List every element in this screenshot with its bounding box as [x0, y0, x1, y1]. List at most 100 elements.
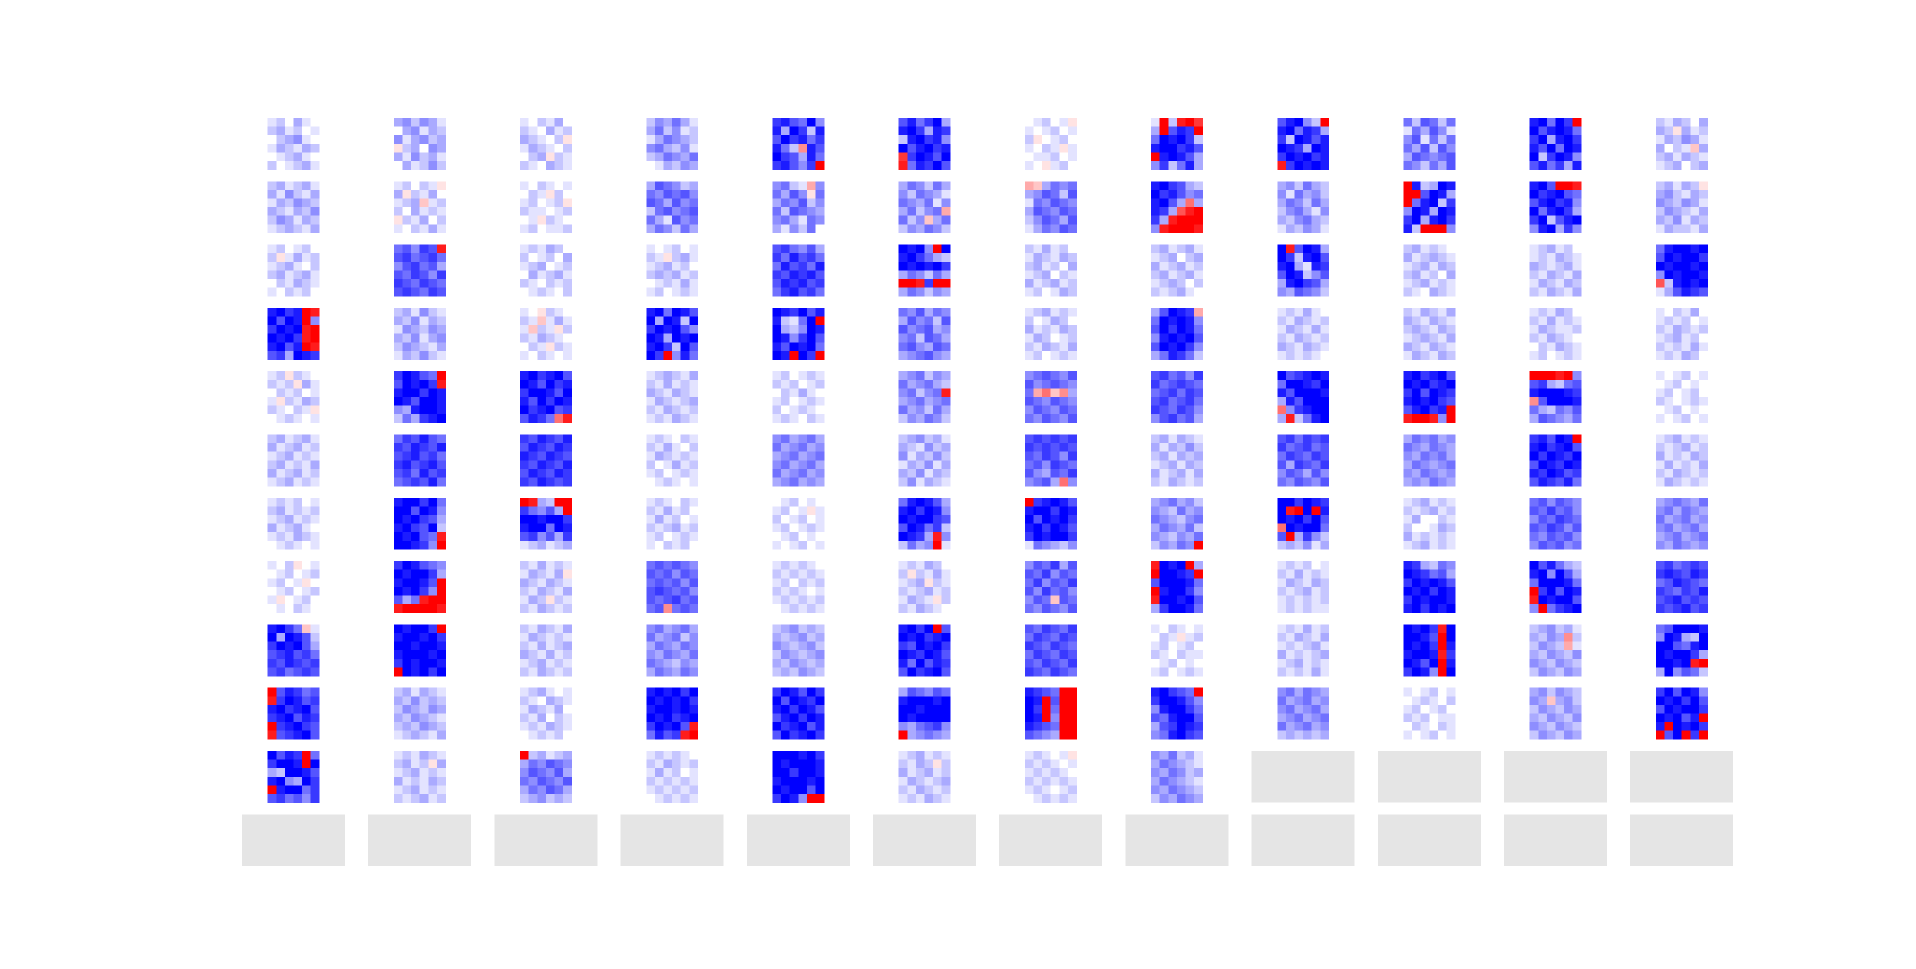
- pixel: [267, 135, 277, 145]
- pixel: [267, 460, 277, 470]
- pixel: [428, 641, 438, 651]
- pixel: [310, 207, 320, 216]
- pixel: [1664, 704, 1674, 714]
- pixel: [267, 532, 277, 542]
- pixel: [276, 578, 286, 588]
- pixel: [1437, 371, 1447, 381]
- pixel: [1320, 350, 1330, 360]
- pixel: [563, 143, 572, 153]
- pixel: [1420, 633, 1430, 642]
- pixel: [1024, 118, 1034, 127]
- pixel: [1690, 658, 1700, 668]
- pixel: [646, 253, 656, 263]
- pixel: [941, 468, 951, 478]
- pixel: [267, 414, 277, 424]
- pixel: [1067, 515, 1077, 524]
- pixel: [1185, 397, 1195, 406]
- pixel: [1294, 624, 1304, 634]
- pixel: [1555, 215, 1565, 225]
- pixel: [428, 704, 438, 714]
- pixel: [1420, 540, 1430, 550]
- pixel: [781, 468, 790, 478]
- pixel: [689, 414, 699, 424]
- pixel: [528, 325, 538, 334]
- pixel: [1067, 759, 1077, 769]
- pixel: [1572, 333, 1582, 343]
- pixel: [1555, 624, 1565, 634]
- pixel: [1529, 658, 1539, 668]
- pixel: [1446, 713, 1456, 723]
- pixel: [1303, 569, 1312, 579]
- pixel: [1698, 189, 1708, 199]
- pixel: [528, 696, 538, 706]
- pixel: [672, 224, 681, 234]
- image-panel: [393, 118, 446, 170]
- pixel: [293, 776, 303, 786]
- pixel: [1420, 704, 1430, 714]
- pixel: [1059, 540, 1069, 550]
- pixel: [907, 253, 917, 263]
- pixel: [293, 704, 303, 714]
- pixel: [1024, 704, 1034, 714]
- pixel: [1564, 540, 1573, 550]
- pixel: [1664, 379, 1674, 389]
- pixel: [1572, 350, 1582, 360]
- pixel: [1529, 633, 1539, 642]
- image-panel: [646, 307, 699, 360]
- pixel: [898, 405, 908, 415]
- pixel: [1151, 586, 1160, 596]
- pixel: [1403, 371, 1413, 381]
- pixel: [1698, 161, 1708, 170]
- pixel: [924, 722, 934, 731]
- pixel: [1311, 687, 1321, 697]
- pixel: [267, 118, 277, 127]
- pixel: [1059, 152, 1069, 162]
- pixel: [1429, 722, 1439, 731]
- pixel: [411, 287, 420, 297]
- pixel: [1067, 198, 1077, 208]
- pixel: [663, 261, 673, 271]
- pixel: [393, 687, 403, 697]
- pixel: [1168, 279, 1178, 288]
- pixel: [411, 624, 420, 634]
- pixel: [302, 371, 311, 381]
- pixel: [1698, 397, 1708, 406]
- pixel: [402, 371, 412, 381]
- pixel: [815, 794, 825, 803]
- pixel: [1437, 561, 1447, 570]
- pixel: [941, 405, 951, 415]
- pixel: [1277, 316, 1287, 326]
- pixel: [1690, 722, 1700, 731]
- pixel: [1294, 198, 1304, 208]
- pixel: [1185, 434, 1195, 444]
- pixel: [1538, 650, 1548, 660]
- pixel: [1572, 713, 1582, 723]
- pixel: [781, 604, 790, 613]
- pixel: [428, 624, 438, 634]
- pixel: [1033, 333, 1043, 343]
- pixel: [1673, 405, 1682, 415]
- pixel: [1067, 126, 1077, 136]
- pixel: [1067, 776, 1077, 786]
- pixel: [1538, 397, 1548, 406]
- pixel: [284, 586, 294, 596]
- pixel: [1412, 118, 1421, 127]
- pixel: [772, 244, 782, 254]
- image-panel: [1403, 497, 1456, 550]
- pixel: [789, 325, 799, 334]
- pixel: [1446, 515, 1456, 524]
- pixel: [1572, 722, 1582, 731]
- pixel: [1176, 561, 1186, 570]
- pixel: [1655, 244, 1665, 254]
- pixel: [1538, 658, 1548, 668]
- pixel: [537, 561, 547, 570]
- pixel: [563, 270, 572, 280]
- pixel: [393, 794, 403, 803]
- pixel: [1033, 397, 1043, 406]
- pixel: [1042, 261, 1051, 271]
- pixel: [933, 405, 942, 415]
- pixel: [781, 287, 790, 297]
- image-panel: [772, 687, 825, 740]
- pixel: [411, 460, 420, 470]
- pixel: [393, 722, 403, 731]
